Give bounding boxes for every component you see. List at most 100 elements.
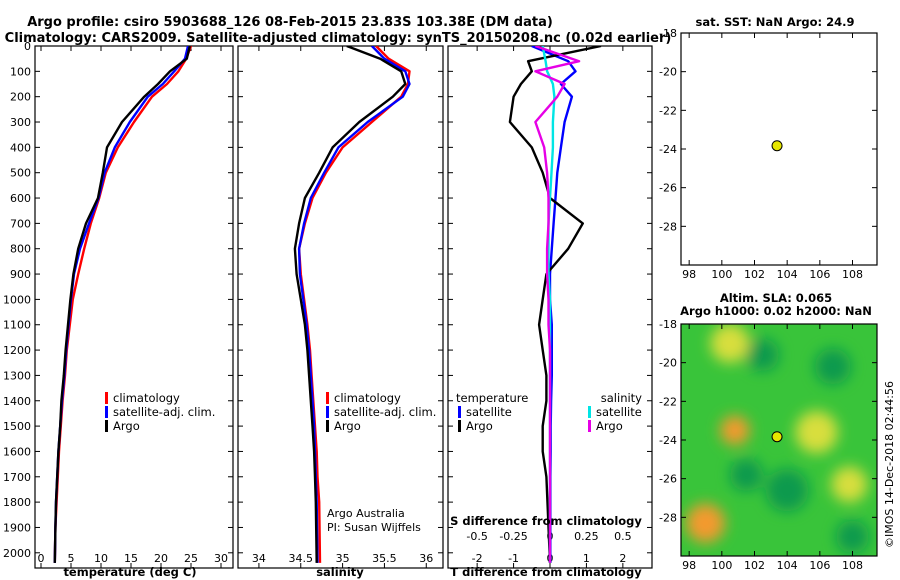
sla-map-title-line1: Altim. SLA: 0.065 bbox=[720, 291, 832, 305]
legend-label-s-argo: Argo bbox=[596, 419, 623, 433]
sla-blob-orange bbox=[720, 415, 750, 446]
map-x-tick-label: 108 bbox=[842, 559, 863, 572]
sla-blob-yellow bbox=[831, 466, 868, 503]
y-tick-label: 1500 bbox=[3, 420, 31, 433]
temperature-x-ticks: 0 5 10 15 20 25 30 bbox=[38, 46, 228, 568]
y-tick-label: 0 bbox=[24, 40, 31, 53]
salinity-y-ticks bbox=[238, 45, 443, 554]
y-tick-label: 200 bbox=[10, 91, 31, 104]
sla-blob-green bbox=[746, 338, 780, 372]
sst-map-title: sat. SST: NaN Argo: 24.9 bbox=[695, 15, 854, 29]
series-line-temperature-argo bbox=[508, 46, 602, 563]
y-tick-label: 300 bbox=[10, 116, 31, 129]
map-y-tick-label: -22 bbox=[659, 395, 677, 408]
map-x-tick-label: 102 bbox=[744, 268, 765, 281]
x-tick-label: 0 bbox=[38, 552, 45, 565]
map-x-tick-label: 104 bbox=[777, 268, 798, 281]
x-tick-label: 10 bbox=[94, 552, 108, 565]
x-tick-label: 5 bbox=[68, 552, 75, 565]
y-tick-label: 1000 bbox=[3, 293, 31, 306]
y-tick-label: 800 bbox=[10, 243, 31, 256]
difference-legend: temperature salinity satellite Argo sate… bbox=[456, 391, 642, 433]
map-x-tick-label: 100 bbox=[711, 559, 732, 572]
y-tick-label: 700 bbox=[10, 217, 31, 230]
legend-title-salinity: salinity bbox=[601, 391, 642, 405]
x-tick-label: 35 bbox=[336, 552, 350, 565]
figure-title-line2: Climatology: CARS2009. Satellite-adjuste… bbox=[5, 31, 672, 46]
legend-swatch-satellite bbox=[326, 406, 329, 418]
salinity-series-lines bbox=[293, 46, 411, 563]
legend-label-t-satellite: satellite bbox=[466, 405, 512, 419]
x-tick-label: 30 bbox=[214, 552, 228, 565]
legend-swatch-argo bbox=[326, 420, 329, 432]
credit-pi-name: PI: Susan Wijffels bbox=[327, 521, 421, 534]
y-tick-label: 600 bbox=[10, 192, 31, 205]
legend-swatch-climatology bbox=[326, 392, 329, 404]
s-difference-x-ticks: -0.5 -0.25 0 0.25 0.5 bbox=[466, 530, 631, 543]
temperature-legend: climatology satellite-adj. clim. Argo bbox=[105, 391, 215, 433]
temperature-plot-frame bbox=[34, 45, 234, 569]
y-tick-label: 400 bbox=[10, 141, 31, 154]
x-tick-label: 34 bbox=[252, 552, 266, 565]
map-x-tick-label: 108 bbox=[842, 268, 863, 281]
series-line-satellite-adj-clim- bbox=[297, 46, 411, 563]
y-tick-label: 1900 bbox=[3, 521, 31, 534]
x-tick-label: 1 bbox=[583, 552, 590, 565]
y-tick-label: 1100 bbox=[3, 319, 31, 332]
map-x-tick-label: 106 bbox=[809, 268, 830, 281]
map-y-tick-label: -28 bbox=[659, 220, 677, 233]
x-tick-label: 36 bbox=[419, 552, 433, 565]
y-tick-label: 900 bbox=[10, 268, 31, 281]
s-tick-label: -0.5 bbox=[466, 530, 487, 543]
legend-swatch-t-argo bbox=[458, 420, 461, 432]
difference-series-lines bbox=[508, 46, 602, 563]
map-x-tick-label: 98 bbox=[682, 268, 696, 281]
map-y-tick-label: -26 bbox=[659, 182, 677, 195]
legend-swatch-satellite bbox=[105, 406, 108, 418]
s-tick-label: 0.5 bbox=[614, 530, 632, 543]
x-tick-label: 34.5 bbox=[289, 552, 314, 565]
sst-map-profile-location bbox=[771, 140, 783, 152]
map-y-tick-label: -28 bbox=[659, 511, 677, 524]
legend-label-argo: Argo bbox=[113, 419, 140, 433]
temperature-x-label: temperature (deg C) bbox=[63, 565, 196, 579]
sla-map-title-line2: Argo h1000: 0.02 h2000: NaN bbox=[680, 304, 872, 318]
difference-y-ticks bbox=[448, 45, 652, 554]
legend-label-s-satellite: satellite bbox=[596, 405, 642, 419]
map-y-tick-label: -26 bbox=[659, 473, 677, 486]
sla-blob-green bbox=[814, 348, 851, 385]
legend-title-temperature: temperature bbox=[456, 391, 528, 405]
legend-swatch-s-satellite bbox=[588, 406, 591, 418]
map-y-tick-label: -22 bbox=[659, 104, 677, 117]
legend-label-satellite: satellite-adj. clim. bbox=[334, 405, 436, 419]
depth-y-ticks: 0 100 200 300 400 500 600 700 800 900 1000 1100 1200… bbox=[3, 40, 233, 560]
y-tick-label: 1700 bbox=[3, 471, 31, 484]
y-tick-label: 1800 bbox=[3, 496, 31, 509]
x-tick-label: -1 bbox=[508, 552, 519, 565]
series-line-argo bbox=[53, 46, 191, 563]
map-x-tick-label: 104 bbox=[777, 559, 798, 572]
sla-blob-green bbox=[836, 520, 869, 554]
sla-blob-green bbox=[730, 458, 763, 492]
sst-map-panel: sat. SST: NaN Argo: 24.9 98 100 102 104 106 1… bbox=[659, 15, 878, 281]
map-y-tick-label: -18 bbox=[659, 318, 677, 331]
map-y-tick-label: -18 bbox=[659, 27, 677, 40]
legend-swatch-climatology bbox=[105, 392, 108, 404]
y-tick-label: 1600 bbox=[3, 445, 31, 458]
salinity-x-ticks: 34 34.5 35 35.5 36 bbox=[252, 46, 433, 568]
y-tick-label: 100 bbox=[10, 65, 31, 78]
x-tick-label: 25 bbox=[184, 552, 198, 565]
salinity-x-label: salinity bbox=[316, 565, 364, 579]
map-y-tick-label: -20 bbox=[659, 66, 677, 79]
map-x-tick-label: 106 bbox=[809, 559, 830, 572]
sla-blob-orange bbox=[685, 503, 726, 543]
legend-swatch-s-argo bbox=[588, 420, 591, 432]
sla-blob-yellow bbox=[795, 411, 838, 454]
x-tick-label: -2 bbox=[472, 552, 483, 565]
difference-panel: -2 -1 0 1 2 -0.5 -0.25 0 0.25 0.5 S difference f… bbox=[447, 45, 653, 579]
sla-map-profile-location bbox=[771, 431, 783, 443]
salinity-plot-frame bbox=[237, 45, 444, 569]
x-tick-label: 15 bbox=[124, 552, 138, 565]
s-tick-label: 0.25 bbox=[574, 530, 599, 543]
series-line-salinity-argo bbox=[534, 46, 581, 563]
